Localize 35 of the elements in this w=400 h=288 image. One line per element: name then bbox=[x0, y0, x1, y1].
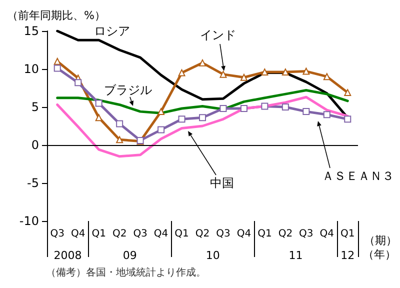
text: 12 bbox=[340, 249, 355, 262]
x-axis-title: （期） bbox=[364, 234, 397, 247]
text: （年） bbox=[363, 248, 396, 261]
y-tick-label: 5 bbox=[31, 100, 39, 114]
x-tick-label: Q2 bbox=[195, 228, 210, 240]
series-label: インド bbox=[200, 28, 236, 42]
text: 09 bbox=[122, 249, 137, 262]
series-label: ロシア bbox=[94, 24, 130, 38]
x-tick-label: Q2 bbox=[112, 228, 127, 240]
x-tick-label: Q1 bbox=[258, 228, 272, 240]
y-tick-label: -10 bbox=[19, 214, 39, 228]
x-tick-label: Q4 bbox=[154, 228, 168, 240]
x-tick-label: Q1 bbox=[174, 228, 189, 240]
y-axis-title: （前年同期比、%） bbox=[7, 9, 106, 22]
text: ＡＳＥＡＮ３ bbox=[322, 169, 394, 183]
text: 11 bbox=[288, 249, 303, 262]
y-tick-label: 15 bbox=[24, 24, 39, 38]
x-tick-label: Q3 bbox=[133, 228, 148, 240]
x-tick-label: Q3 bbox=[299, 228, 314, 240]
x-tick-label: Q4 bbox=[236, 228, 252, 240]
text: 中国 bbox=[210, 176, 234, 190]
y-tick-label: -5 bbox=[27, 176, 39, 190]
text: 2008 bbox=[54, 249, 82, 262]
y-tick-label: 10 bbox=[24, 62, 39, 76]
x-tick-label: Q1 bbox=[92, 228, 106, 240]
x-tick-label: Q3 bbox=[216, 228, 230, 240]
text: 10 bbox=[206, 249, 220, 262]
y-tick-label: 0 bbox=[31, 138, 39, 152]
x-tick-label: Q4 bbox=[320, 228, 334, 240]
x-tick-label: Q2 bbox=[278, 228, 293, 240]
series-label: ブラジル bbox=[104, 83, 152, 97]
text: （備考）各国・地域統計より作成。 bbox=[46, 266, 206, 278]
x-tick-label: Q4 bbox=[70, 228, 86, 240]
x-tick-label: Q3 bbox=[50, 228, 64, 240]
x-tick-label: Q1 bbox=[340, 228, 355, 240]
